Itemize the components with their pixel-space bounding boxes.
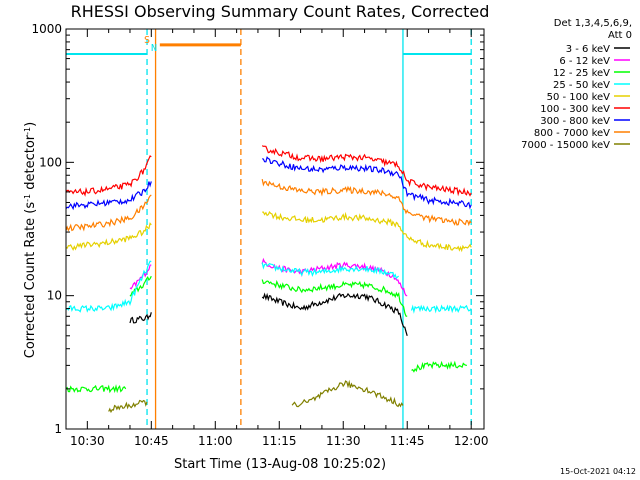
y-axis-label-exp1: -1: [23, 194, 32, 202]
legend-label-7: 800 - 7000 keV: [534, 128, 610, 139]
y-axis-label-main: Corrected Count Rate (s: [23, 202, 38, 359]
legend-label-2: 12 - 25 keV: [553, 68, 610, 79]
y-tick-label: 1000: [31, 22, 62, 36]
series-line-6-0: [65, 181, 152, 211]
x-tick-label: 12:00: [454, 434, 489, 448]
series-line-0-1: [261, 292, 408, 336]
legend-label-8: 7000 - 15000 keV: [521, 140, 610, 151]
y-tick-label: 10: [47, 289, 62, 303]
y-axis-label-end: ): [23, 122, 38, 127]
series-line-5-0: [65, 155, 152, 197]
series-line-3-1: [261, 262, 400, 280]
series-line-8-0: [108, 399, 148, 414]
series-line-2-0: [65, 384, 127, 394]
series-line-4-1: [262, 211, 472, 253]
x-tick-label: 10:45: [134, 434, 169, 448]
svg-text:Corrected Count Rate (s-1 dete: Corrected Count Rate (s-1 detector-1): [23, 122, 39, 358]
flag-label-n: N: [151, 43, 157, 54]
flag-label-s: S: [144, 35, 150, 46]
legend-label-0: 3 - 6 keV: [566, 44, 610, 55]
legend-label-4: 50 - 100 keV: [547, 92, 611, 103]
generated-timestamp: 15-Oct-2021 04:12: [560, 467, 636, 476]
x-tick-label: 11:00: [198, 434, 233, 448]
legend-header-0: Det 1,3,4,5,6,9,: [554, 18, 632, 29]
axis-frame: [65, 28, 485, 430]
legend-label-5: 100 - 300 keV: [540, 104, 610, 115]
y-tick-label: 100: [39, 155, 62, 169]
series-line-7-1: [261, 178, 472, 227]
series-line-6-1: [262, 156, 472, 210]
legend-label-1: 6 - 12 keV: [559, 56, 610, 67]
x-tick-label: 10:30: [70, 434, 105, 448]
y-axis-label-mid: detector: [23, 134, 38, 194]
series-line-0-0: [129, 312, 152, 324]
series-line-5-1: [261, 145, 472, 197]
y-axis-label-exp2: -1: [23, 127, 32, 135]
series-line-8-1: [291, 379, 404, 408]
x-axis-label: Start Time (13-Aug-08 10:25:02): [174, 457, 386, 472]
series-line-7-0: [65, 194, 152, 232]
legend-label-6: 300 - 800 keV: [540, 116, 610, 127]
series-line-2-3: [411, 360, 467, 373]
plot-area: 1 10 100 1000 10:30 10:45 11:00 11:15 11:30 11:45…: [31, 22, 488, 448]
y-tick-label: 1: [54, 422, 62, 436]
y-axis-label: Corrected Count Rate (s-1 detector-1): [23, 122, 39, 358]
x-tick-label: 11:15: [262, 434, 297, 448]
legend-label-3: 25 - 50 keV: [553, 80, 610, 91]
series-line-4-0: [65, 222, 152, 252]
x-tick-label: 11:30: [326, 434, 361, 448]
chart-title: RHESSI Observing Summary Count Rates, Co…: [71, 2, 490, 21]
series-line-2-2: [261, 279, 408, 317]
series-line-3-2: [410, 304, 472, 314]
series-line-1-0: [129, 264, 152, 290]
x-tick-label: 11:45: [390, 434, 425, 448]
legend-header-1: Att 0: [608, 30, 632, 41]
series-line-3-0: [65, 260, 152, 313]
